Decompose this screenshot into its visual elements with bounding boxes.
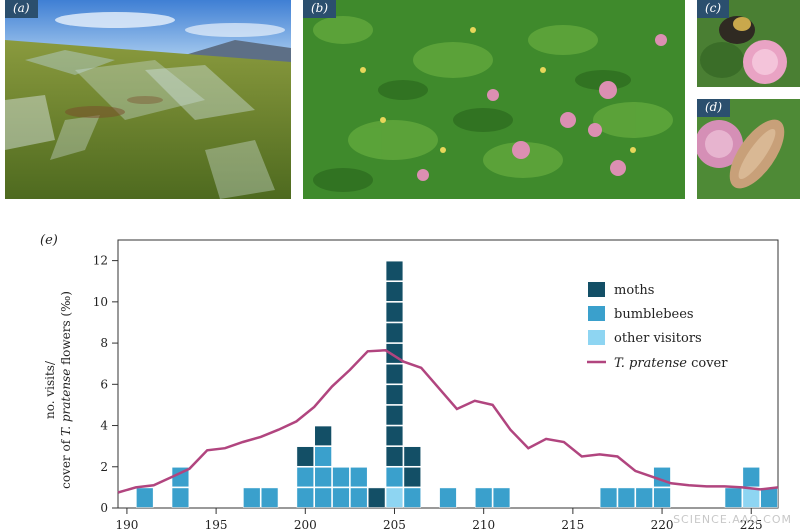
legend-label-cover: T. pratense cover [614,356,728,371]
bar-segment-bumblebees [742,466,760,488]
x-tick-label: 210 [472,518,495,530]
bar-segment-bumblebees [296,466,315,488]
y-tick-label: 10 [93,295,108,309]
bar-segment-bumblebees [332,466,350,488]
x-tick-label: 220 [651,518,674,530]
bar-segment-moths [385,405,404,426]
y-tick-label: 2 [100,460,108,474]
y-axis-label-suffix: flowers (‰) [59,291,73,369]
y-ticks: 0 2 4 6 8 10 12 [93,254,118,515]
bumblebee-photo [697,0,800,87]
bar-segment-moths [403,466,422,488]
bar-segment-bumblebees [296,487,315,508]
photo-panel-a: (a) [5,0,291,199]
photo-panel-b: (b) [303,0,685,199]
bar-segment-bumblebees [385,466,404,488]
bar-segment-bumblebees [599,487,618,508]
x-tick-label: 215 [561,518,584,530]
x-tick-label: 200 [294,518,317,530]
bar-segment-bumblebees [474,487,493,508]
bar-segment-bumblebees [724,487,743,508]
bar-segment-moths [385,425,404,446]
bar-segment-bumblebees [492,487,511,508]
y-tick-label: 0 [100,501,108,515]
bar-segment-bumblebees [439,487,457,508]
bars [136,260,778,508]
bar-segment-bumblebees [136,487,154,508]
bar-segment-moths [385,363,404,385]
y-tick-label: 4 [100,419,108,433]
photo-panel-c: (c) [697,0,800,87]
y-tick-label: 8 [100,336,108,350]
legend-label-moths: moths [614,283,654,298]
bar-segment-bumblebees [653,487,671,508]
bar-segment-moths [296,446,315,467]
bar-segment-moths [385,384,404,405]
bar-segment-moths [385,322,404,343]
y-axis-label-line2: cover of T. pratense flowers (‰) [59,291,73,489]
y-tick-label: 12 [93,254,108,268]
bar-segment-bumblebees [314,466,332,488]
bar-segment-bumblebees [760,487,778,508]
enclosure-photo [5,0,291,199]
bar-segment-moths [385,260,404,282]
moth-photo [697,99,800,199]
legend-label-cover-suffix: cover [687,356,728,371]
x-tick-label: 225 [740,518,763,530]
panel-label-e: (e) [40,233,58,248]
x-tick-label: 195 [205,518,228,530]
panel-label-d: (d) [697,99,731,117]
x-ticks: 190 195 200 205 210 215 220 225 [115,508,763,530]
bar-segment-bumblebees [314,446,332,467]
y-tick-label: 6 [100,377,108,391]
meadow-photo [303,0,685,199]
y-axis-label-species: T. pratense [59,369,73,436]
watermark: SCIENCE.AAO.COM [673,513,792,526]
bar-segment-moths [367,487,386,508]
bar-segment-moths [385,281,404,302]
bar-segment-bumblebees [332,487,350,508]
bar-segment-moths [314,425,332,446]
x-tick-label: 205 [383,518,406,530]
panel-label-c: (c) [697,0,730,18]
bar-segment-bumblebees [243,487,261,508]
bar-segment-bumblebees [314,487,332,508]
bar-segment-bumblebees [171,487,190,508]
legend-swatch-moths [588,282,605,297]
y-axis-label-line1: no. visits/ [43,360,57,419]
legend-label-bumblebees: bumblebees [614,307,694,322]
x-tick-label: 190 [115,518,138,530]
legend-label-cover-species: T. pratense [614,356,687,371]
y-axis-label-prefix: cover of [59,436,73,489]
photo-panel-d: (d) [697,99,800,199]
panel-label-b: (b) [303,0,337,18]
bar-segment-moths [385,302,404,323]
y-axis-label-line1-text: no. visits/ [43,360,57,419]
plot-frame [117,239,779,509]
visits-chart: (e) no. visits/ cover of T. pratense flo… [40,233,779,530]
legend-label-other: other visitors [614,331,702,346]
legend-swatch-other [588,330,605,345]
legend: moths bumblebees other visitors T. prate… [587,282,728,371]
bar-segment-bumblebees [350,466,368,488]
bar-segment-other [385,487,404,508]
bar-segment-bumblebees [260,487,279,508]
bar-segment-bumblebees [635,487,653,508]
y-axis-label: no. visits/ cover of T. pratense flowers… [43,291,73,489]
legend-swatch-bumblebees [588,306,605,321]
bar-segment-bumblebees [350,487,368,508]
bar-segment-bumblebees [617,487,636,508]
bar-segment-moths [385,446,404,467]
panel-label-a: (a) [5,0,38,18]
bar-segment-other [742,487,760,508]
bar-segment-bumblebees [403,487,422,508]
bar-segment-moths [403,446,422,467]
cover-line [117,349,779,494]
